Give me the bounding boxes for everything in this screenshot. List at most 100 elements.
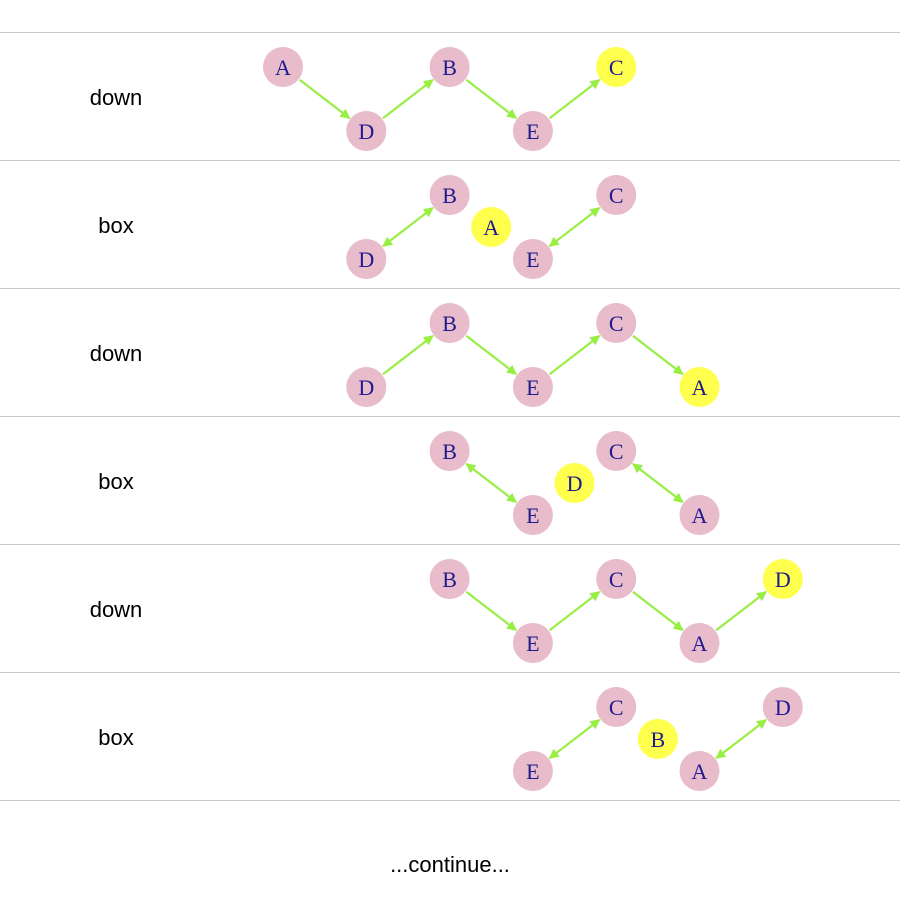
node-circle <box>346 111 387 151</box>
edge-C-A <box>632 334 684 376</box>
node-circle <box>679 751 720 791</box>
node-label: C <box>609 567 624 592</box>
node-label: C <box>609 183 624 208</box>
node-A: A <box>679 367 720 407</box>
node-label: A <box>692 631 708 656</box>
node-circle <box>554 463 595 503</box>
node-label: B <box>442 311 457 336</box>
node-A: A <box>263 47 303 87</box>
node-label: E <box>526 119 539 144</box>
node-circle <box>637 719 678 759</box>
edge-E-C <box>548 718 601 760</box>
row-graph: E C B A D <box>512 687 803 791</box>
diagram-row: box E C B A D <box>0 672 900 801</box>
row-label: down <box>89 341 143 366</box>
node-label: E <box>526 247 539 272</box>
node-B: B <box>429 47 470 87</box>
node-label: B <box>442 439 457 464</box>
node-label: E <box>526 759 539 784</box>
node-circle <box>512 367 553 407</box>
node-circle <box>596 175 637 215</box>
node-label: E <box>526 631 539 656</box>
node-circle <box>429 47 470 87</box>
node-circle <box>596 687 637 727</box>
edge-B-E <box>465 590 518 632</box>
row-graph: D B E C A <box>346 303 720 407</box>
node-label: A <box>692 759 708 784</box>
node-label: C <box>609 55 624 80</box>
node-C: C <box>596 303 637 343</box>
node-circle <box>762 559 803 599</box>
node-circle <box>762 687 803 727</box>
node-D: D <box>346 367 387 407</box>
node-C: C <box>596 687 637 727</box>
node-circle <box>429 559 470 599</box>
node-circle <box>512 111 553 151</box>
row-label: box <box>98 213 134 238</box>
node-B: B <box>429 559 470 599</box>
node-C: C <box>596 431 637 471</box>
row-label: down <box>89 597 143 622</box>
node-circle <box>596 431 637 471</box>
node-D: D <box>554 463 595 503</box>
node-E: E <box>512 239 553 279</box>
edge-D-B <box>382 78 434 120</box>
node-E: E <box>512 111 553 151</box>
diagram-row: down B E C A D <box>0 544 900 672</box>
node-E: E <box>512 495 553 535</box>
node-label: A <box>275 55 291 80</box>
edge-D-B <box>382 206 434 248</box>
node-B: B <box>429 431 470 471</box>
node-circle <box>512 239 553 279</box>
edge-C-A <box>632 590 684 632</box>
node-label: A <box>692 503 708 528</box>
edge-A-D <box>715 718 767 760</box>
node-label: E <box>526 503 539 528</box>
node-label: A <box>483 215 499 240</box>
node-circle <box>346 367 387 407</box>
node-label: B <box>442 567 457 592</box>
node-B: B <box>637 719 678 759</box>
node-circle <box>679 367 720 407</box>
edge-E-C <box>548 78 601 120</box>
node-circle <box>596 559 637 599</box>
node-E: E <box>512 751 553 791</box>
node-label: B <box>442 183 457 208</box>
row-graph: B E D C A <box>429 431 720 535</box>
node-circle <box>512 623 553 663</box>
node-D: D <box>346 239 387 279</box>
row-graph: A D B E C <box>263 47 637 151</box>
edge-E-C <box>548 590 601 632</box>
node-E: E <box>512 367 553 407</box>
node-circle <box>429 303 470 343</box>
node-D: D <box>346 111 387 151</box>
row-label: down <box>89 85 143 110</box>
node-circle <box>512 751 553 791</box>
node-C: C <box>596 47 637 87</box>
continue-text: ...continue... <box>390 852 510 877</box>
edge-B-E <box>465 334 518 376</box>
node-A: A <box>679 495 720 535</box>
node-circle <box>263 47 303 87</box>
node-A: A <box>471 207 512 247</box>
node-label: D <box>358 247 374 272</box>
node-label: C <box>609 695 624 720</box>
node-label: D <box>775 567 791 592</box>
row-label: box <box>98 725 134 750</box>
row-graph: B E C A D <box>429 559 803 663</box>
node-label: B <box>442 55 457 80</box>
row-graph: D B A E C <box>346 175 637 279</box>
node-E: E <box>512 623 553 663</box>
node-label: D <box>358 375 374 400</box>
node-circle <box>346 239 387 279</box>
node-B: B <box>429 175 470 215</box>
diagram-row: down D B E C A <box>0 288 900 416</box>
edge-D-B <box>382 334 434 376</box>
node-circle <box>429 431 470 471</box>
node-D: D <box>762 559 803 599</box>
edge-E-C <box>548 334 601 376</box>
node-circle <box>471 207 512 247</box>
node-label: D <box>775 695 791 720</box>
edge-B-E <box>465 78 518 120</box>
